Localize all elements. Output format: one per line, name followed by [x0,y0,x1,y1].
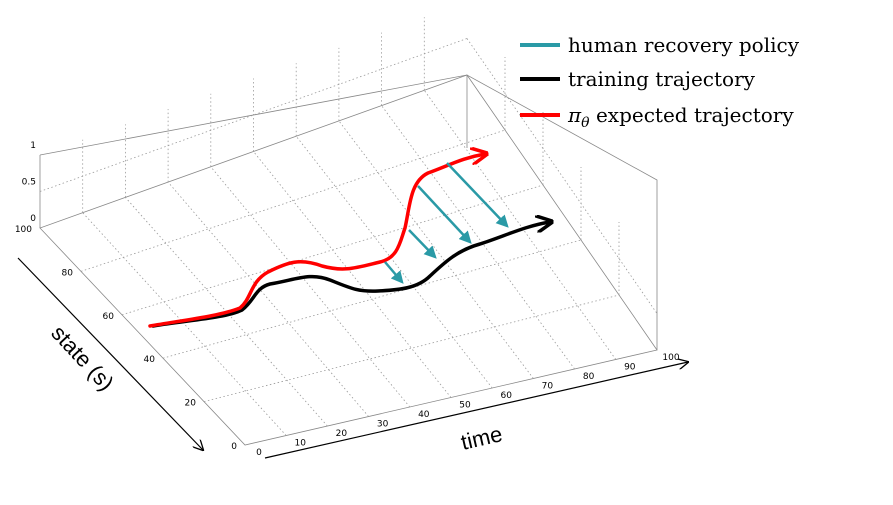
legend-expected-text: expected trajectory [590,103,795,127]
grid-line [121,184,544,316]
x-axis-title: time [459,421,505,455]
legend-label-expected: πθ expected trajectory [567,103,794,131]
x-tick-label: 90 [624,363,636,373]
y-tick-label: 40 [144,355,156,365]
x-tick-label: 0 [256,448,262,458]
z-tick-label: 0.5 [22,178,36,188]
time-axis-arrow [264,362,688,459]
grid-line [423,90,617,360]
expected-trajectory [148,154,485,328]
y-axis-title: state (s) [46,320,118,395]
x-tick-label: 20 [336,429,348,439]
x-tick-label: 60 [500,391,512,401]
legend-pi-symbol: π [567,103,582,127]
y-tick-label: 60 [103,312,115,322]
y-tick-label: 0 [231,442,237,452]
y-tick-label: 100 [15,225,32,235]
recovery-arrow [417,185,472,244]
x-tick-label: 30 [377,420,389,430]
recovery-arrow [408,229,437,259]
state-axis-arrow [17,257,203,450]
y-tick-labels: 0 20 40 60 80 100 [15,225,237,452]
grid-line [338,120,534,379]
grid-line [203,294,620,402]
grid-line [210,166,411,408]
z-tick-label: 1 [30,141,36,151]
recovery-arrow [384,261,404,284]
z-tick-label: 0 [30,214,36,224]
recovery-arrows [384,162,509,284]
grid-line [80,129,506,272]
legend-theta-subscript: θ [581,115,590,131]
legend-label-training: training trajectory [568,67,756,91]
x-tick-labels: 0 10 20 30 40 50 60 70 80 90 100 [256,353,680,458]
legend-label-policy: human recovery policy [568,33,800,57]
recovery-arrow [446,162,509,228]
grid-line [295,135,493,389]
z-tick-labels: 00.51 [22,141,37,224]
grid-line [167,181,369,417]
grid-lines [39,17,658,436]
grid-line [162,239,582,359]
x-tick-label: 80 [583,372,595,382]
grid-line [381,105,575,370]
y-tick-label: 80 [62,268,74,278]
x-tick-label: 10 [294,439,306,449]
x-tick-label: 50 [459,401,471,411]
x-tick-label: 100 [662,353,679,363]
x-tick-label: 40 [418,410,430,420]
training-trajectory [151,222,550,328]
x-tick-label: 70 [542,382,554,392]
grid-line [253,151,452,398]
legend: human recovery policy training trajector… [520,33,800,131]
y-tick-label: 20 [185,399,197,409]
